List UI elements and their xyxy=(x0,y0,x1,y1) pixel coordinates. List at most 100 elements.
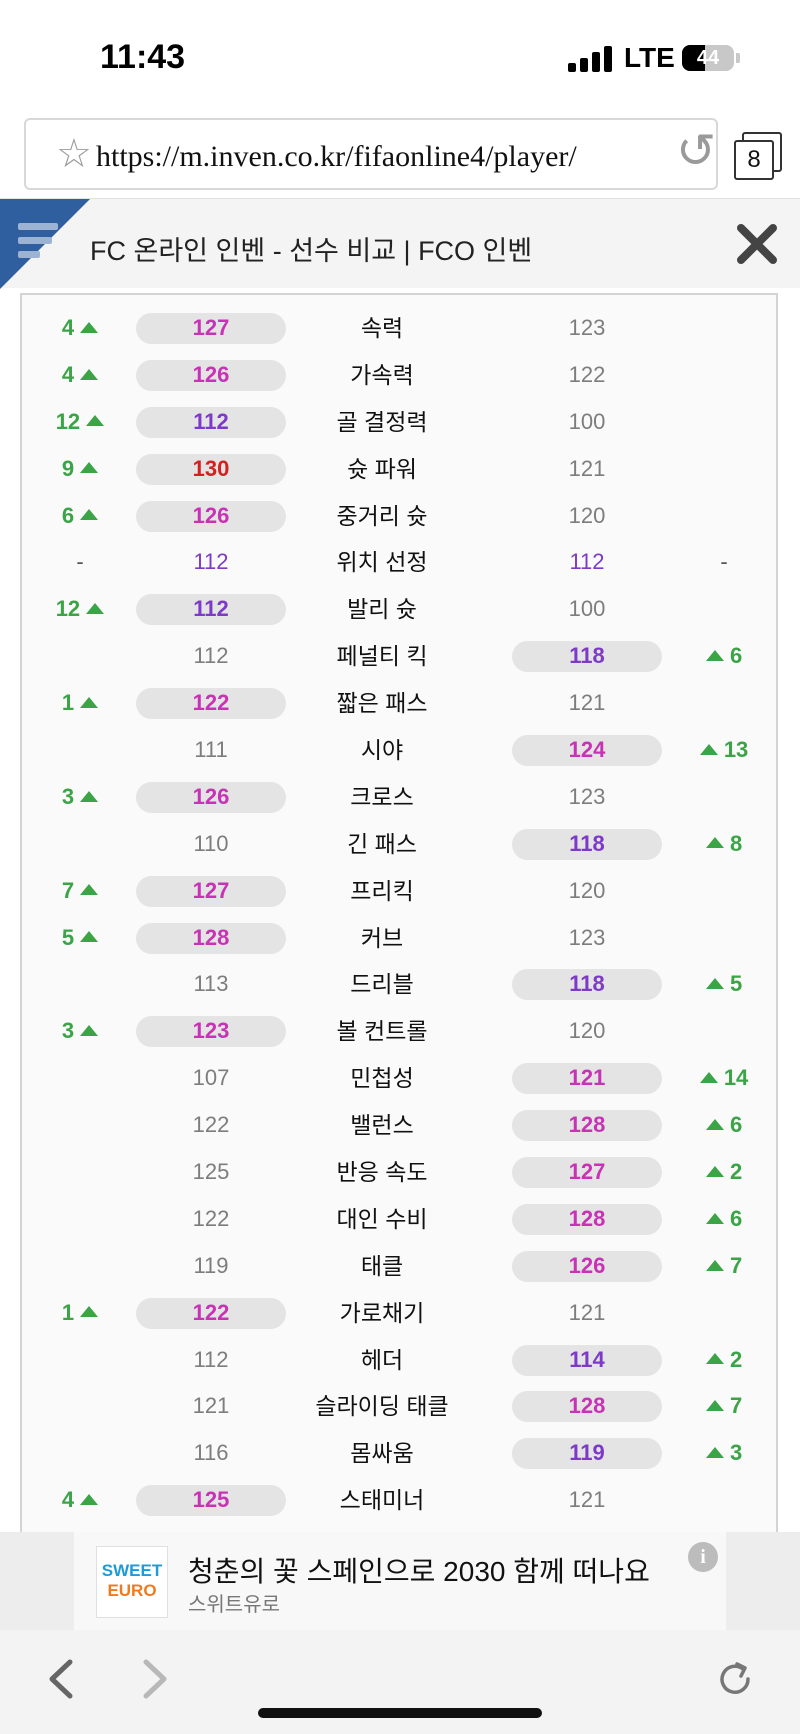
close-icon[interactable] xyxy=(736,223,778,265)
highlight-pill xyxy=(512,1157,662,1189)
left-diff xyxy=(40,961,120,1008)
up-arrow-icon xyxy=(80,1025,99,1037)
stat-row: 121 슬라이딩 태클 128 7 xyxy=(22,1383,776,1430)
up-arrow-icon xyxy=(699,1071,718,1083)
highlight-pill xyxy=(512,1344,662,1376)
ad-headline[interactable]: 청춘의 꽃 스페인으로 2030 함께 떠나요 xyxy=(188,1556,650,1587)
highlight-pill xyxy=(136,359,286,391)
stat-row: 111 시야 124 13 xyxy=(22,727,776,774)
highlight-pill xyxy=(512,641,662,673)
stat-name: 밸런스 xyxy=(350,1112,414,1139)
stat-name: 민첩성 xyxy=(350,1065,414,1092)
stat-name: 발리 슛 xyxy=(347,596,417,623)
battery-icon: 44 xyxy=(682,45,734,71)
status-bar: 11:43 LTE 44 xyxy=(0,0,800,110)
left-value: 121 xyxy=(192,1393,230,1419)
left-value: 119 xyxy=(193,1252,229,1278)
browser-toolbar: ☆ https://m.inven.co.kr/fifaonline4/play… xyxy=(0,110,800,198)
stat-name: 위치 선정 xyxy=(336,549,428,576)
stat-name: 골 결정력 xyxy=(336,408,428,435)
left-value: 127 xyxy=(136,305,286,352)
up-arrow-icon xyxy=(705,837,724,849)
highlight-pill xyxy=(512,1110,662,1142)
right-value: 121 xyxy=(512,1055,662,1102)
left-diff: 12 xyxy=(40,586,120,633)
left-value: 112 xyxy=(136,586,286,633)
stat-row: 4 126 가속력 122 xyxy=(22,352,776,399)
left-value: 116 xyxy=(193,1440,229,1466)
up-arrow-icon xyxy=(80,509,99,521)
stat-rows: 4 127 속력 123 4 126 가속력 122 12 112 골 결정력 100 9 130… xyxy=(22,305,776,1524)
left-value: 122 xyxy=(192,1205,230,1231)
up-arrow-icon xyxy=(705,1165,724,1177)
tabs-button[interactable]: 8 xyxy=(732,132,782,180)
ad-banner[interactable]: SWEET EURO 청춘의 꽃 스페인으로 2030 함께 떠나요 스위트유로… xyxy=(0,1532,800,1630)
right-diff: 7 xyxy=(684,1383,764,1430)
right-diff xyxy=(684,399,764,446)
back-icon[interactable] xyxy=(42,1656,82,1702)
address-bar[interactable]: ☆ https://m.inven.co.kr/fifaonline4/play… xyxy=(24,118,718,190)
stat-name: 시야 xyxy=(360,737,404,764)
left-diff: 4 xyxy=(40,1477,120,1524)
info-icon[interactable]: i xyxy=(688,1542,718,1572)
right-value: 122 xyxy=(568,361,606,387)
reload-icon[interactable]: ↺ xyxy=(676,125,717,178)
stat-row: 107 민첩성 121 14 xyxy=(22,1055,776,1102)
star-icon[interactable]: ☆ xyxy=(56,132,92,176)
highlight-pill xyxy=(136,922,286,954)
right-value: 124 xyxy=(512,727,662,774)
ad-logo-line1: SWEET xyxy=(101,1561,163,1580)
left-diff xyxy=(40,1383,120,1430)
right-diff: - xyxy=(720,549,728,575)
up-arrow-icon xyxy=(80,368,99,380)
stat-row: 112 헤더 114 2 xyxy=(22,1337,776,1384)
highlight-pill xyxy=(136,781,286,813)
up-arrow-icon xyxy=(80,884,99,896)
url-text[interactable]: https://m.inven.co.kr/fifaonline4/player… xyxy=(96,140,577,173)
stat-name: 긴 패스 xyxy=(347,830,417,857)
stat-row: 1 122 가로채기 121 xyxy=(22,1290,776,1337)
right-diff: 2 xyxy=(684,1149,764,1196)
right-diff xyxy=(684,446,764,493)
right-diff: 6 xyxy=(684,1196,764,1243)
up-arrow-icon xyxy=(705,1400,724,1412)
stat-name: 크로스 xyxy=(350,783,414,810)
stat-name: 헤더 xyxy=(360,1346,404,1373)
stat-name: 가속력 xyxy=(350,361,414,388)
stat-row: 6 126 중거리 슛 120 xyxy=(22,493,776,540)
right-value: 118 xyxy=(512,633,662,680)
stat-row: 122 대인 수비 128 6 xyxy=(22,1196,776,1243)
stat-name: 짧은 패스 xyxy=(336,690,428,717)
ad-brand: 스위트유로 xyxy=(188,1594,280,1616)
right-value: 118 xyxy=(512,961,662,1008)
right-diff: 6 xyxy=(684,633,764,680)
stat-name: 반응 속도 xyxy=(336,1159,428,1186)
right-value: 119 xyxy=(512,1430,662,1477)
right-diff: 14 xyxy=(684,1055,764,1102)
right-diff xyxy=(684,493,764,540)
stat-name: 속력 xyxy=(360,315,404,341)
stat-row: 9 130 슛 파워 121 xyxy=(22,446,776,493)
up-arrow-icon xyxy=(80,1493,99,1505)
right-value: 120 xyxy=(568,877,606,903)
highlight-pill xyxy=(512,1063,662,1095)
stat-row: 112 페널티 킥 118 6 xyxy=(22,633,776,680)
right-diff xyxy=(684,915,764,962)
up-arrow-icon xyxy=(80,321,99,333)
right-diff: 13 xyxy=(684,727,764,774)
stat-row: 122 밸런스 128 6 xyxy=(22,1102,776,1149)
right-value: 112 xyxy=(569,549,605,575)
highlight-pill xyxy=(136,313,286,344)
left-value: 126 xyxy=(136,774,286,821)
forward-icon[interactable] xyxy=(134,1656,174,1702)
up-arrow-icon xyxy=(705,1447,724,1459)
ad-card[interactable]: SWEET EURO 청춘의 꽃 스페인으로 2030 함께 떠나요 스위트유로… xyxy=(74,1532,726,1630)
right-diff: 3 xyxy=(684,1430,764,1477)
page-title: FC 온라인 인벤 - 선수 비교 | FCO 인벤 xyxy=(90,236,533,266)
menu-icon[interactable] xyxy=(0,199,90,289)
refresh-icon[interactable] xyxy=(716,1656,756,1702)
stat-name: 가로채기 xyxy=(339,1299,425,1326)
stat-row: 3 126 크로스 123 xyxy=(22,774,776,821)
left-diff xyxy=(40,1337,120,1384)
left-value: 126 xyxy=(136,352,286,399)
